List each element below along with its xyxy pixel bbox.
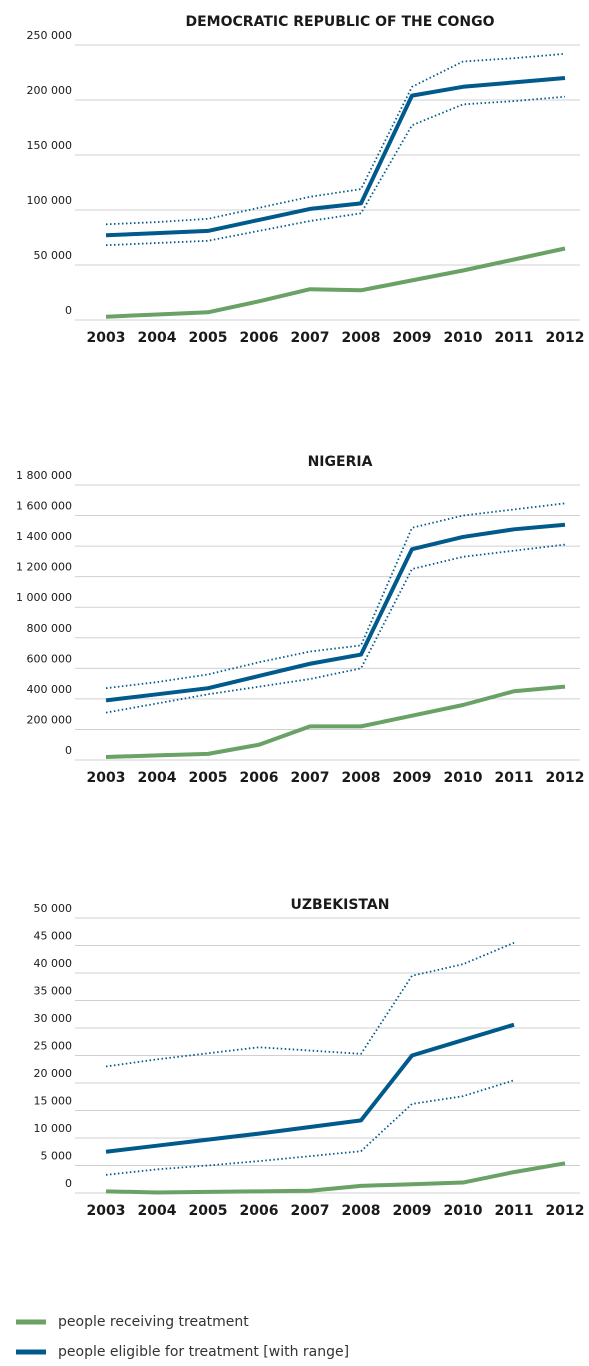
y-tick-label: 200 000	[27, 713, 73, 726]
series-line	[105, 684, 566, 759]
y-tick-label: 1 400 000	[16, 530, 72, 543]
legend-label: people receiving treatment	[58, 1314, 249, 1330]
series-line	[105, 1022, 515, 1154]
y-tick-label: 20 000	[34, 1067, 73, 1080]
y-tick-label: 800 000	[27, 622, 73, 635]
x-tick-label: 2010	[444, 770, 483, 786]
x-tick-label: 2010	[444, 330, 483, 346]
y-tick-label: 0	[65, 744, 72, 757]
y-tick-label: 1 800 000	[16, 469, 72, 482]
range-high-line	[105, 502, 566, 690]
y-tick-label: 15 000	[34, 1095, 73, 1108]
legend-label: people eligible for treatment [with rang…	[58, 1344, 349, 1360]
x-tick-label: 2007	[291, 330, 330, 346]
y-tick-label: 50 000	[34, 902, 73, 915]
x-tick-label: 2004	[138, 330, 177, 346]
x-tick-label: 2005	[189, 1203, 228, 1219]
y-tick-label: 400 000	[27, 683, 73, 696]
y-tick-label: 10 000	[34, 1122, 73, 1135]
x-tick-label: 2005	[189, 770, 228, 786]
x-tick-label: 2012	[546, 1203, 585, 1219]
x-tick-label: 2011	[495, 770, 534, 786]
chart-title: UZBEKISTAN	[291, 897, 390, 913]
x-tick-label: 2004	[138, 770, 177, 786]
y-tick-label: 1 000 000	[16, 591, 72, 604]
y-tick-label: 25 000	[34, 1040, 73, 1053]
y-tick-label: 30 000	[34, 1012, 73, 1025]
chart-title: NIGERIA	[308, 454, 373, 470]
y-tick-label: 200 000	[27, 84, 73, 97]
x-tick-label: 2008	[342, 770, 381, 786]
x-tick-label: 2010	[444, 1203, 483, 1219]
range-low-line	[105, 543, 566, 714]
y-tick-label: 40 000	[34, 957, 73, 970]
range-low-line	[105, 1079, 515, 1176]
x-tick-label: 2012	[546, 770, 585, 786]
x-tick-label: 2004	[138, 1203, 177, 1219]
x-tick-label: 2007	[291, 1203, 330, 1219]
x-tick-label: 2008	[342, 1203, 381, 1219]
y-tick-label: 100 000	[27, 194, 73, 207]
x-tick-label: 2003	[87, 770, 126, 786]
series-line	[105, 76, 566, 238]
series-line	[105, 1161, 566, 1195]
series-line	[105, 522, 566, 703]
range-high-line	[105, 52, 566, 226]
x-tick-label: 2009	[393, 1203, 432, 1219]
x-tick-label: 2012	[546, 330, 585, 346]
y-tick-label: 50 000	[34, 249, 73, 262]
y-tick-label: 1 200 000	[16, 561, 72, 574]
x-tick-label: 2003	[87, 1203, 126, 1219]
x-tick-label: 2006	[240, 1203, 279, 1219]
x-tick-label: 2006	[240, 770, 279, 786]
y-tick-label: 35 000	[34, 985, 73, 998]
y-tick-label: 0	[65, 304, 72, 317]
y-tick-label: 5 000	[41, 1150, 73, 1163]
y-tick-label: 45 000	[34, 930, 73, 943]
x-tick-label: 2006	[240, 330, 279, 346]
y-tick-label: 0	[65, 1177, 72, 1190]
y-tick-label: 1 600 000	[16, 500, 72, 513]
x-tick-label: 2007	[291, 770, 330, 786]
y-tick-label: 600 000	[27, 652, 73, 665]
range-high-line	[105, 941, 515, 1068]
series-line	[105, 246, 566, 319]
x-tick-label: 2011	[495, 330, 534, 346]
x-tick-label: 2008	[342, 330, 381, 346]
x-tick-label: 2005	[189, 330, 228, 346]
y-tick-label: 150 000	[27, 139, 73, 152]
x-tick-label: 2009	[393, 770, 432, 786]
chart-title: DEMOCRATIC REPUBLIC OF THE CONGO	[186, 14, 495, 30]
y-tick-label: 250 000	[27, 29, 73, 42]
x-tick-label: 2011	[495, 1203, 534, 1219]
x-tick-label: 2003	[87, 330, 126, 346]
x-tick-label: 2009	[393, 330, 432, 346]
range-low-line	[105, 95, 566, 247]
